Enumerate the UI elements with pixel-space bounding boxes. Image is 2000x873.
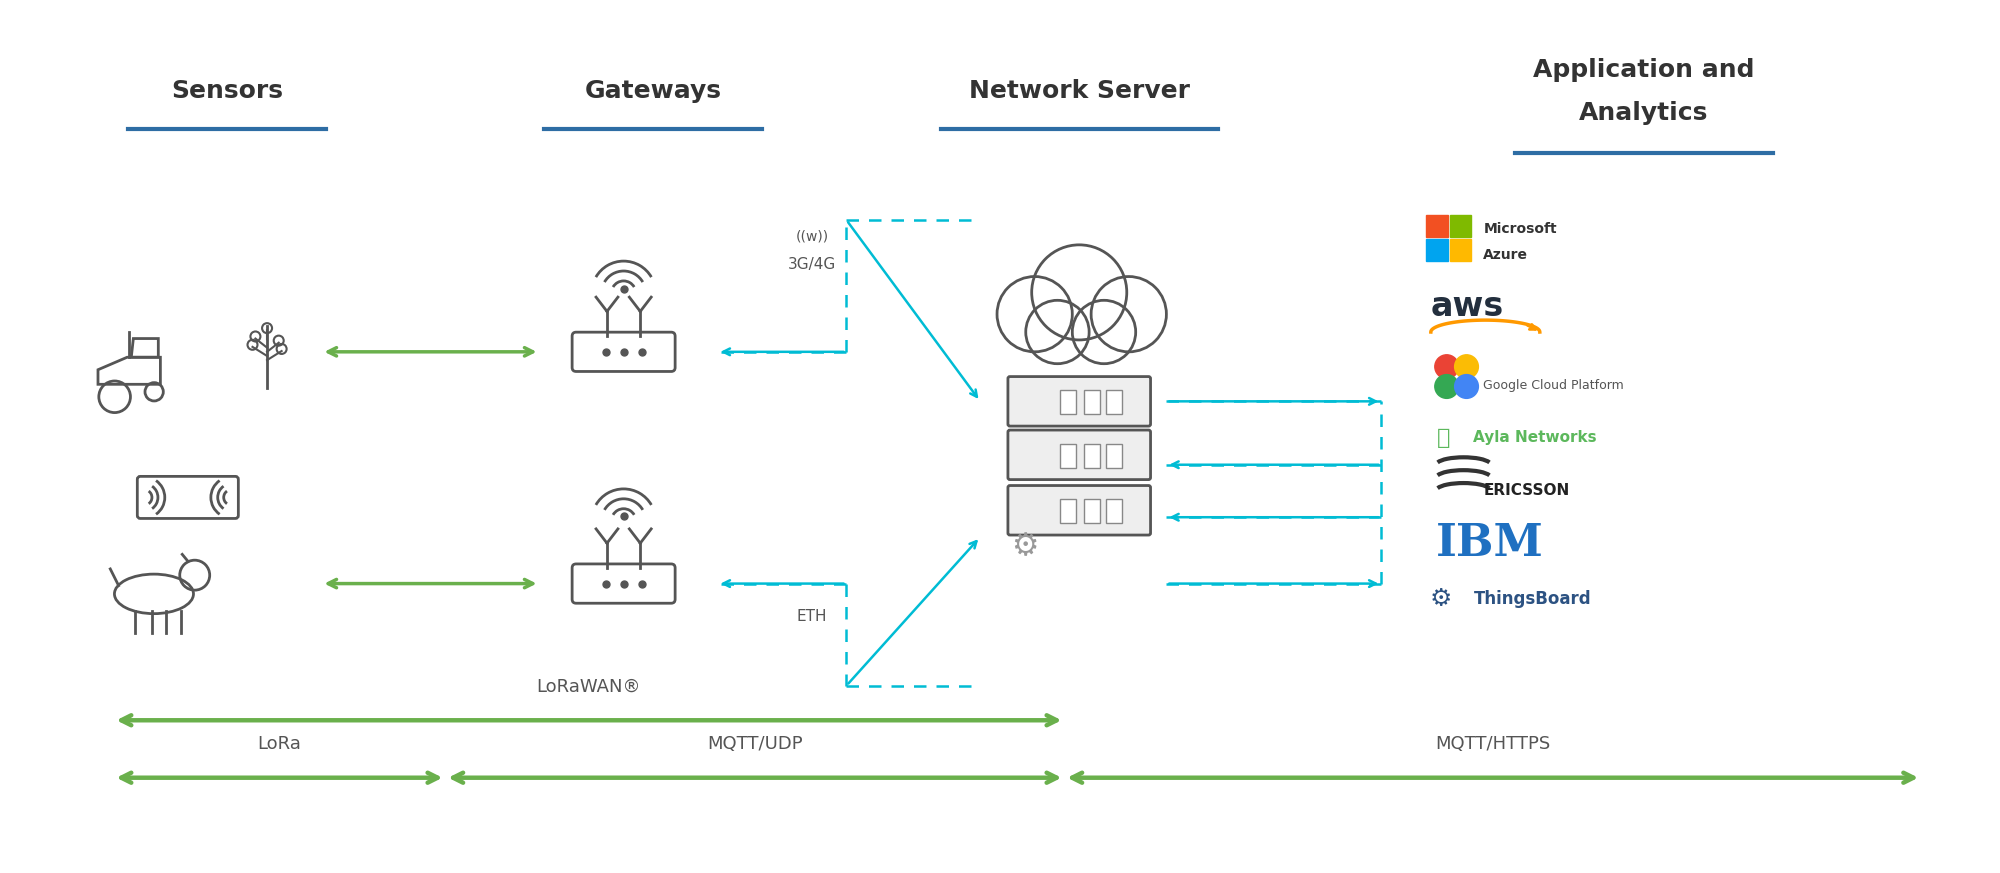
Text: MQTT/HTTPS: MQTT/HTTPS bbox=[1436, 735, 1550, 753]
FancyBboxPatch shape bbox=[1008, 376, 1150, 426]
Text: Analytics: Analytics bbox=[1580, 101, 1708, 125]
Circle shape bbox=[1454, 375, 1478, 398]
Text: ETH: ETH bbox=[796, 608, 828, 624]
Text: Network Server: Network Server bbox=[968, 79, 1190, 103]
Text: IBM: IBM bbox=[1436, 522, 1544, 566]
FancyBboxPatch shape bbox=[1084, 499, 1100, 523]
FancyBboxPatch shape bbox=[1060, 444, 1076, 468]
Text: aws: aws bbox=[1430, 290, 1504, 323]
Text: Application and: Application and bbox=[1534, 58, 1754, 81]
FancyBboxPatch shape bbox=[1008, 485, 1150, 535]
Bar bbox=[1426, 239, 1448, 261]
Circle shape bbox=[1454, 354, 1478, 379]
Text: ⛳: ⛳ bbox=[1438, 428, 1450, 448]
Circle shape bbox=[1434, 375, 1458, 398]
FancyBboxPatch shape bbox=[1084, 390, 1100, 414]
Text: LoRaWAN®: LoRaWAN® bbox=[536, 677, 642, 696]
Text: Sensors: Sensors bbox=[172, 79, 284, 103]
FancyBboxPatch shape bbox=[1106, 390, 1122, 414]
FancyBboxPatch shape bbox=[1060, 499, 1076, 523]
FancyBboxPatch shape bbox=[1106, 444, 1122, 468]
Text: Ayla Networks: Ayla Networks bbox=[1474, 430, 1598, 445]
Text: Gateways: Gateways bbox=[584, 79, 722, 103]
Text: ⚙: ⚙ bbox=[1012, 533, 1038, 561]
FancyBboxPatch shape bbox=[1008, 430, 1150, 479]
Circle shape bbox=[1434, 354, 1458, 379]
Text: MQTT/UDP: MQTT/UDP bbox=[708, 735, 802, 753]
FancyBboxPatch shape bbox=[1106, 499, 1122, 523]
Text: Google Cloud Platform: Google Cloud Platform bbox=[1484, 379, 1624, 392]
Text: ERICSSON: ERICSSON bbox=[1484, 483, 1570, 498]
Text: ((w)): ((w)) bbox=[796, 230, 828, 244]
Text: Microsoft: Microsoft bbox=[1484, 222, 1556, 236]
Text: Azure: Azure bbox=[1484, 248, 1528, 262]
Text: LoRa: LoRa bbox=[258, 735, 302, 753]
Text: 3G/4G: 3G/4G bbox=[788, 258, 836, 272]
Bar bbox=[1426, 215, 1448, 237]
FancyBboxPatch shape bbox=[1084, 444, 1100, 468]
Text: ThingsBoard: ThingsBoard bbox=[1474, 590, 1592, 608]
FancyBboxPatch shape bbox=[1060, 390, 1076, 414]
Text: ⚙: ⚙ bbox=[1430, 588, 1452, 611]
Bar bbox=[1450, 215, 1472, 237]
Bar bbox=[1450, 239, 1472, 261]
